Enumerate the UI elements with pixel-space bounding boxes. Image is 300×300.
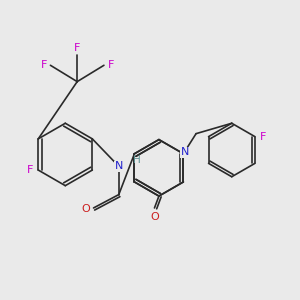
- Text: O: O: [81, 204, 90, 214]
- Text: N: N: [115, 161, 123, 171]
- Text: F: F: [40, 60, 47, 70]
- Text: O: O: [150, 212, 159, 222]
- Text: F: F: [74, 43, 80, 52]
- Text: F: F: [107, 60, 114, 70]
- Text: H: H: [133, 155, 140, 165]
- Text: F: F: [26, 165, 33, 175]
- Text: F: F: [260, 132, 267, 142]
- Text: N: N: [181, 147, 189, 157]
